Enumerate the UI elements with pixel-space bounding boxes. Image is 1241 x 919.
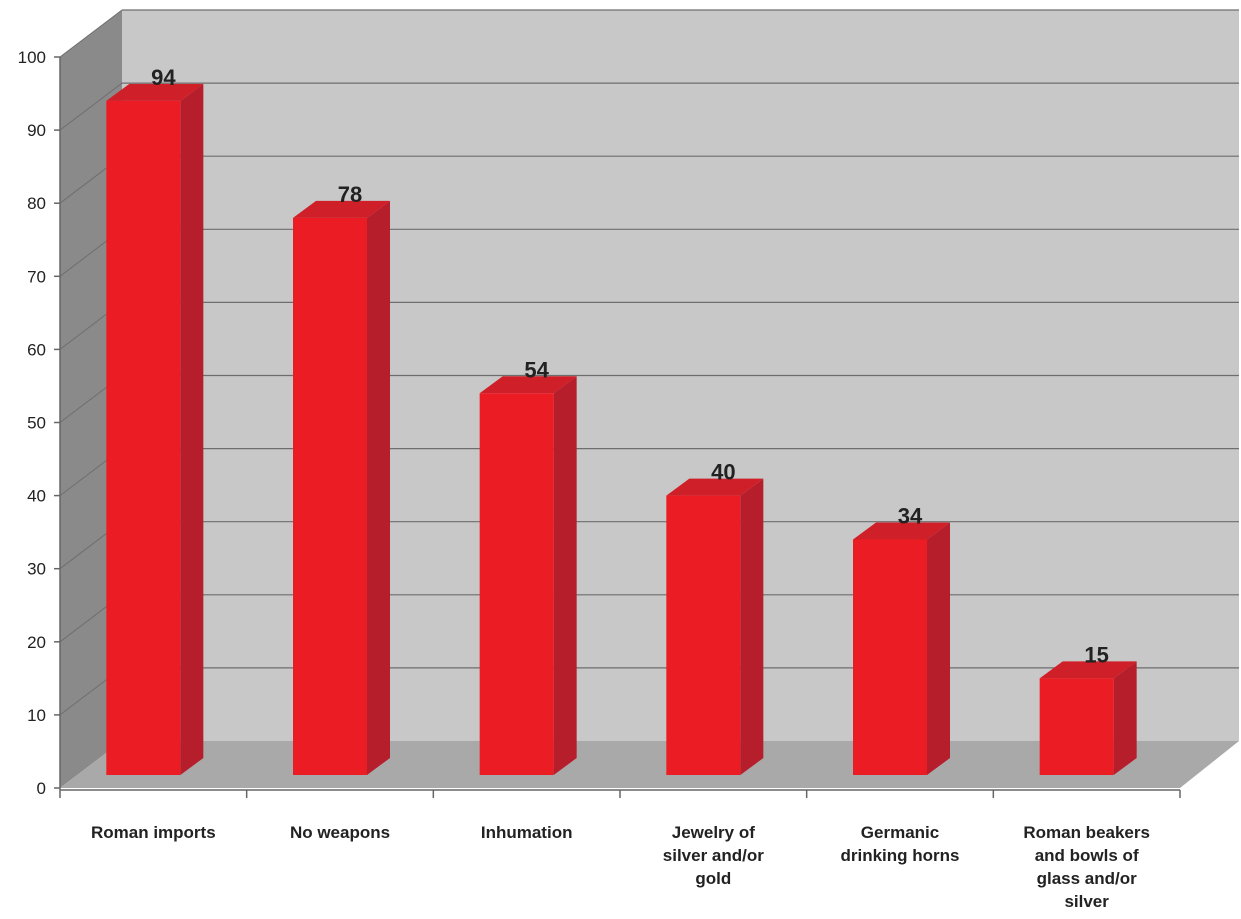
data-label: 15 [1084,642,1108,667]
bar-top [853,522,950,540]
bar-top [1039,661,1137,679]
data-label: 40 [711,460,735,485]
gridline-side [59,9,123,58]
bar [293,200,390,775]
bar-side [740,478,764,775]
y-tick-label: 100 [18,48,46,67]
y-tick-label: 60 [27,340,46,359]
y-tick-label: 20 [27,633,46,652]
category-label: No weapons [290,823,390,842]
category-label: Jewelry of silver and/or gold [663,823,764,888]
y-tick-labels: 0 10 20 30 40 50 60 70 80 90 100 [18,48,60,798]
y-tick-label: 10 [27,706,46,725]
data-labels: 94 78 54 40 34 15 [151,65,1109,667]
bar [853,522,950,775]
bar-side [180,83,204,776]
data-label: 94 [151,65,176,90]
category-labels: Roman imports No weapons Inhumation Jewelry… [91,823,1150,911]
bar-side [927,522,950,775]
category-label-line: Inhumation [481,823,573,842]
category-label-line: silver and/or [663,846,764,865]
bars [106,83,1137,776]
y-tick-label: 30 [27,560,46,579]
category-label-line: Roman beakers [1023,823,1150,842]
bar-side [553,376,577,775]
bar-side [1113,661,1137,775]
category-label-line: drinking horns [841,846,960,865]
bar [1039,661,1137,775]
bar-front [853,539,927,775]
y-tick-label: 90 [27,121,46,140]
x-ticks [59,790,1181,798]
category-label: Germanic drinking horns [841,823,960,865]
y-tick-label: 80 [27,194,46,213]
category-label: Inhumation [481,823,573,842]
category-label-line: Roman imports [91,823,216,842]
bar [106,83,204,776]
category-label-line: Germanic [861,823,939,842]
bar-front [479,393,554,775]
gridline-side [59,82,123,131]
bar-top [479,376,577,394]
category-label: Roman beakers and bowls of glass and/or sil… [1023,823,1150,911]
category-label-line: No weapons [290,823,390,842]
bar-front [666,495,741,775]
category-label-line: glass and/or [1037,869,1138,888]
bar-front [106,100,181,776]
bar-top [666,478,764,496]
bar-side [367,200,390,775]
data-label: 34 [898,503,923,528]
data-label: 54 [524,357,549,382]
bar [479,376,577,775]
category-label-line: Jewelry of [672,823,755,842]
category-label: Roman imports [91,823,216,842]
category-label-line: and bowls of [1035,846,1139,865]
bar-top [293,200,390,218]
category-label-line: gold [695,869,731,888]
y-tick-label: 50 [27,414,46,433]
y-tick-label: 0 [37,779,46,798]
y-tick-label: 40 [27,487,46,506]
bar [666,478,764,775]
category-label-line: silver [1064,892,1109,911]
bar-front [293,217,367,775]
bar-front [1039,678,1114,775]
y-tick-label: 70 [27,267,46,286]
bar-top [106,83,204,101]
data-label: 78 [338,182,362,207]
